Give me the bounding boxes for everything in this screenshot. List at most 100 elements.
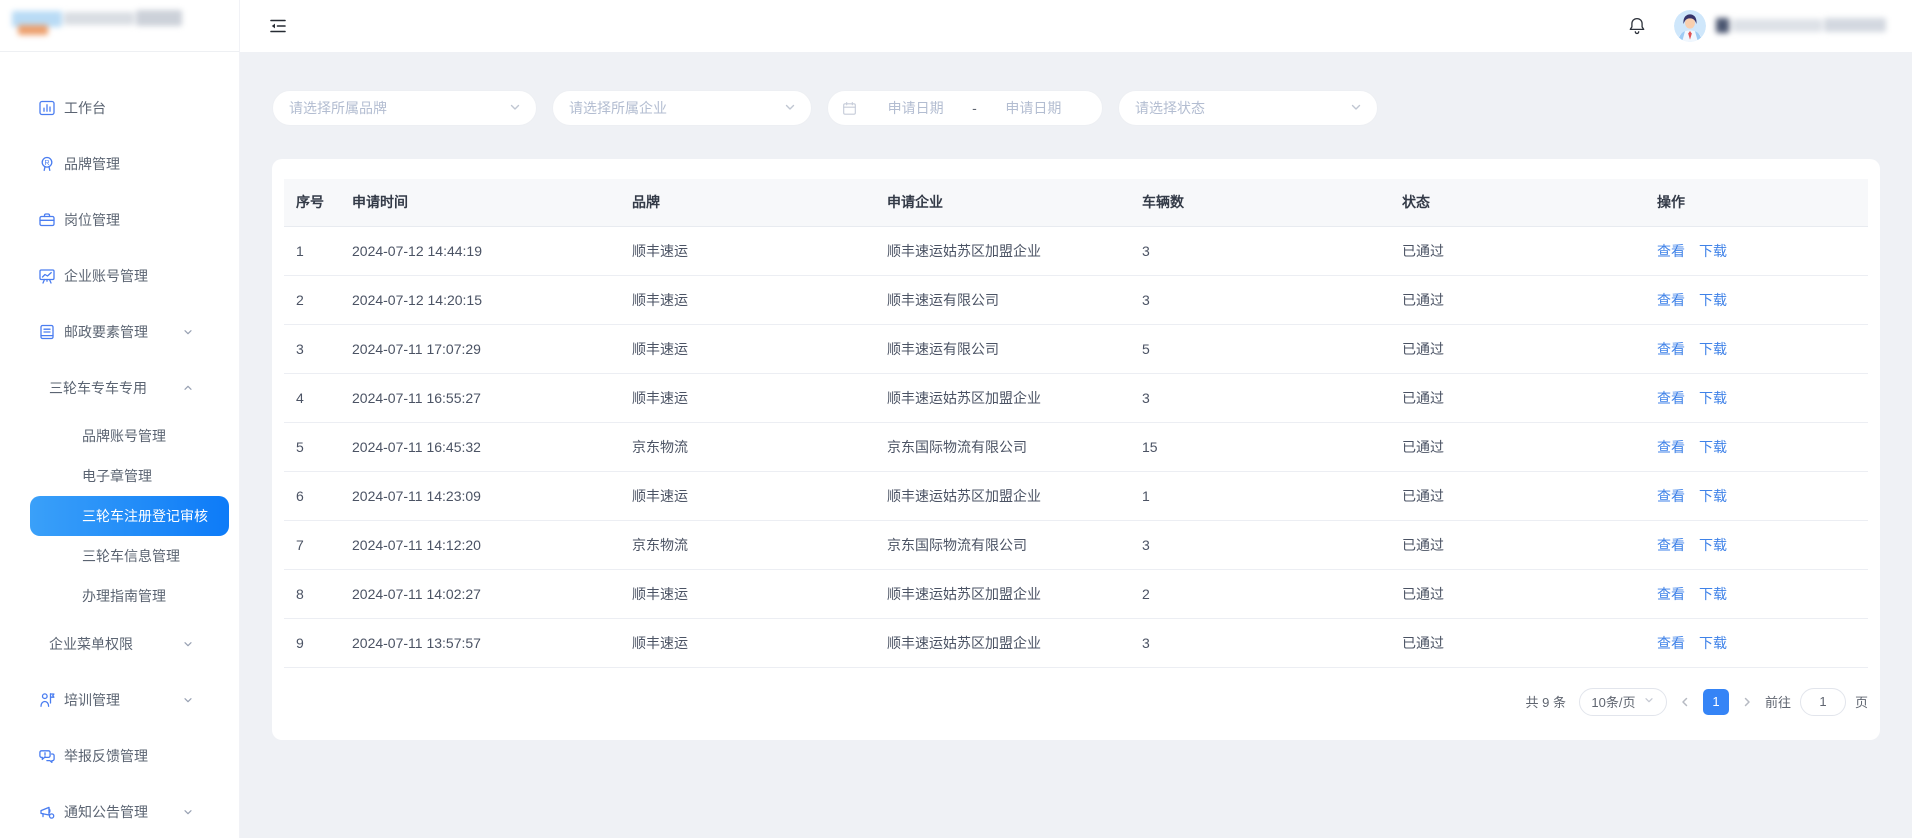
chevron-down-icon xyxy=(1643,694,1655,709)
sidebar-item-notice-management[interactable]: 通知公告管理 xyxy=(0,784,239,838)
sidebar-subitem-brand-account-management[interactable]: 品牌账号管理 xyxy=(82,428,166,444)
company-select[interactable]: 请选择所属企业 xyxy=(552,90,812,126)
sidebar-item-brand-management[interactable]: R 品牌管理 xyxy=(0,136,239,192)
cell-actions: 查看 下载 xyxy=(1645,471,1868,521)
cell-company: 京东国际物流有限公司 xyxy=(875,422,1130,472)
next-page-icon[interactable] xyxy=(1738,696,1756,708)
brand-medal-icon: R xyxy=(38,155,56,173)
sidebar-item-tricycle-special[interactable]: 三轮车专车专用 xyxy=(0,360,239,416)
company-select-placeholder: 请选择所属企业 xyxy=(569,100,667,116)
sidebar-item-report-feedback-management[interactable]: 举报反馈管理 xyxy=(0,728,239,784)
sidebar-item-workbench[interactable]: 工作台 xyxy=(0,80,239,136)
view-link[interactable]: 查看 xyxy=(1657,291,1685,308)
cell-vehicles: 15 xyxy=(1130,422,1390,472)
cell-brand: 顺丰速运 xyxy=(620,618,875,668)
username[interactable] xyxy=(1716,16,1888,36)
view-link[interactable]: 查看 xyxy=(1657,242,1685,259)
main-column: 请选择所属品牌 请选择所属企业 xyxy=(240,0,1912,838)
date-separator: - xyxy=(972,100,977,116)
calendar-icon xyxy=(842,101,857,116)
cell-seq: 6 xyxy=(284,471,340,521)
view-link[interactable]: 查看 xyxy=(1657,585,1685,602)
date-start-placeholder: 申请日期 xyxy=(887,100,944,116)
status-select-placeholder: 请选择状态 xyxy=(1135,100,1205,116)
sidebar-subitem-tricycle-registration-review[interactable]: 三轮车注册登记审核 xyxy=(30,496,229,536)
table-row: 9 2024-07-11 13:57:57 顺丰速运 顺丰速运姑苏区加盟企业 3 已通过查… xyxy=(284,618,1868,668)
cell-time: 2024-07-11 13:57:57 xyxy=(340,618,620,668)
menu-fold-icon[interactable] xyxy=(268,15,290,37)
column-header: 状态 xyxy=(1390,179,1645,227)
sidebar-subitem-tricycle-info-management[interactable]: 三轮车信息管理 xyxy=(82,548,180,564)
date-range-picker[interactable]: 申请日期 - 申请日期 xyxy=(827,90,1103,126)
cell-actions: 查看 下载 xyxy=(1645,275,1868,325)
goto-page-input[interactable]: 1 xyxy=(1799,687,1846,716)
cell-seq: 1 xyxy=(284,226,340,276)
cell-vehicles: 3 xyxy=(1130,520,1390,570)
cell-status: 已通过 xyxy=(1390,520,1645,570)
page-size-select[interactable]: 10条/页 xyxy=(1578,687,1667,716)
download-link[interactable]: 下载 xyxy=(1699,438,1727,455)
sidebar-item-label: 工作台 xyxy=(64,100,106,116)
cell-time: 2024-07-11 16:55:27 xyxy=(340,373,620,423)
sidebar: 工作台 R 品牌管理岗位管理 企业账号管理 邮政要素管理三轮车专车专用品牌账号管理 电子章… xyxy=(0,0,240,838)
chevron-down-icon xyxy=(508,100,522,117)
current-page-button[interactable]: 1 xyxy=(1702,688,1729,715)
download-link[interactable]: 下载 xyxy=(1699,536,1727,553)
download-link[interactable]: 下载 xyxy=(1699,242,1727,259)
sidebar-item-postal-elements-management[interactable]: 邮政要素管理 xyxy=(0,304,239,360)
table-row: 1 2024-07-12 14:44:19 顺丰速运 顺丰速运姑苏区加盟企业 3 已通过查… xyxy=(284,226,1868,276)
cell-vehicles: 5 xyxy=(1130,324,1390,374)
sidebar-item-label: 三轮车专车专用 xyxy=(49,380,147,396)
prev-page-icon[interactable] xyxy=(1676,696,1694,708)
cell-time: 2024-07-11 16:45:32 xyxy=(340,422,620,472)
sidebar-subitem-guide-management[interactable]: 办理指南管理 xyxy=(82,588,166,604)
download-link[interactable]: 下载 xyxy=(1699,585,1727,602)
cell-company: 京东国际物流有限公司 xyxy=(875,520,1130,570)
briefcase-icon xyxy=(38,211,56,229)
user-avatar[interactable] xyxy=(1674,10,1706,42)
cell-status: 已通过 xyxy=(1390,373,1645,423)
view-link[interactable]: 查看 xyxy=(1657,438,1685,455)
sidebar-item-enterprise-menu-permission[interactable]: 企业菜单权限 xyxy=(0,616,239,672)
cell-brand: 顺丰速运 xyxy=(620,226,875,276)
download-link[interactable]: 下载 xyxy=(1699,487,1727,504)
sidebar-item-label: 培训管理 xyxy=(64,692,120,708)
notification-bell-icon[interactable] xyxy=(1628,15,1648,37)
cell-status: 已通过 xyxy=(1390,569,1645,619)
chevron-down-icon xyxy=(783,100,797,117)
cell-brand: 京东物流 xyxy=(620,520,875,570)
sidebar-item-training-management[interactable]: 培训管理 xyxy=(0,672,239,728)
cell-status: 已通过 xyxy=(1390,324,1645,374)
column-header: 品牌 xyxy=(620,179,875,227)
sidebar-item-enterprise-account-management[interactable]: 企业账号管理 xyxy=(0,248,239,304)
brand-select[interactable]: 请选择所属品牌 xyxy=(272,90,537,126)
status-select[interactable]: 请选择状态 xyxy=(1118,90,1378,126)
view-link[interactable]: 查看 xyxy=(1657,487,1685,504)
training-icon xyxy=(38,691,56,709)
table-row: 2 2024-07-12 14:20:15 顺丰速运 顺丰速运有限公司 3 已通过 查看 下载 xyxy=(284,275,1868,325)
cell-actions: 查看 下载 xyxy=(1645,569,1868,619)
sidebar-subitem-e-seal-management[interactable]: 电子章管理 xyxy=(82,468,152,484)
cell-vehicles: 3 xyxy=(1130,373,1390,423)
cell-time: 2024-07-12 14:44:19 xyxy=(340,226,620,276)
download-link[interactable]: 下载 xyxy=(1699,340,1727,357)
svg-text:R: R xyxy=(44,160,49,167)
sidebar-item-post-management[interactable]: 岗位管理 xyxy=(0,192,239,248)
download-link[interactable]: 下载 xyxy=(1699,389,1727,406)
cell-time: 2024-07-11 14:12:20 xyxy=(340,520,620,570)
view-link[interactable]: 查看 xyxy=(1657,536,1685,553)
page-unit-label: 页 xyxy=(1854,695,1868,710)
download-link[interactable]: 下载 xyxy=(1699,291,1727,308)
cell-vehicles: 2 xyxy=(1130,569,1390,619)
chevron-down-icon xyxy=(182,638,194,650)
download-link[interactable]: 下载 xyxy=(1699,634,1727,651)
cell-seq: 9 xyxy=(284,618,340,668)
cell-company: 顺丰速运姑苏区加盟企业 xyxy=(875,618,1130,668)
brand-select-placeholder: 请选择所属品牌 xyxy=(289,100,387,116)
cell-status: 已通过 xyxy=(1390,618,1645,668)
sidebar-item-label: 品牌管理 xyxy=(64,156,120,172)
view-link[interactable]: 查看 xyxy=(1657,634,1685,651)
table-row: 6 2024-07-11 14:23:09 顺丰速运 顺丰速运姑苏区加盟企业 1 已通过查… xyxy=(284,471,1868,521)
view-link[interactable]: 查看 xyxy=(1657,389,1685,406)
view-link[interactable]: 查看 xyxy=(1657,340,1685,357)
